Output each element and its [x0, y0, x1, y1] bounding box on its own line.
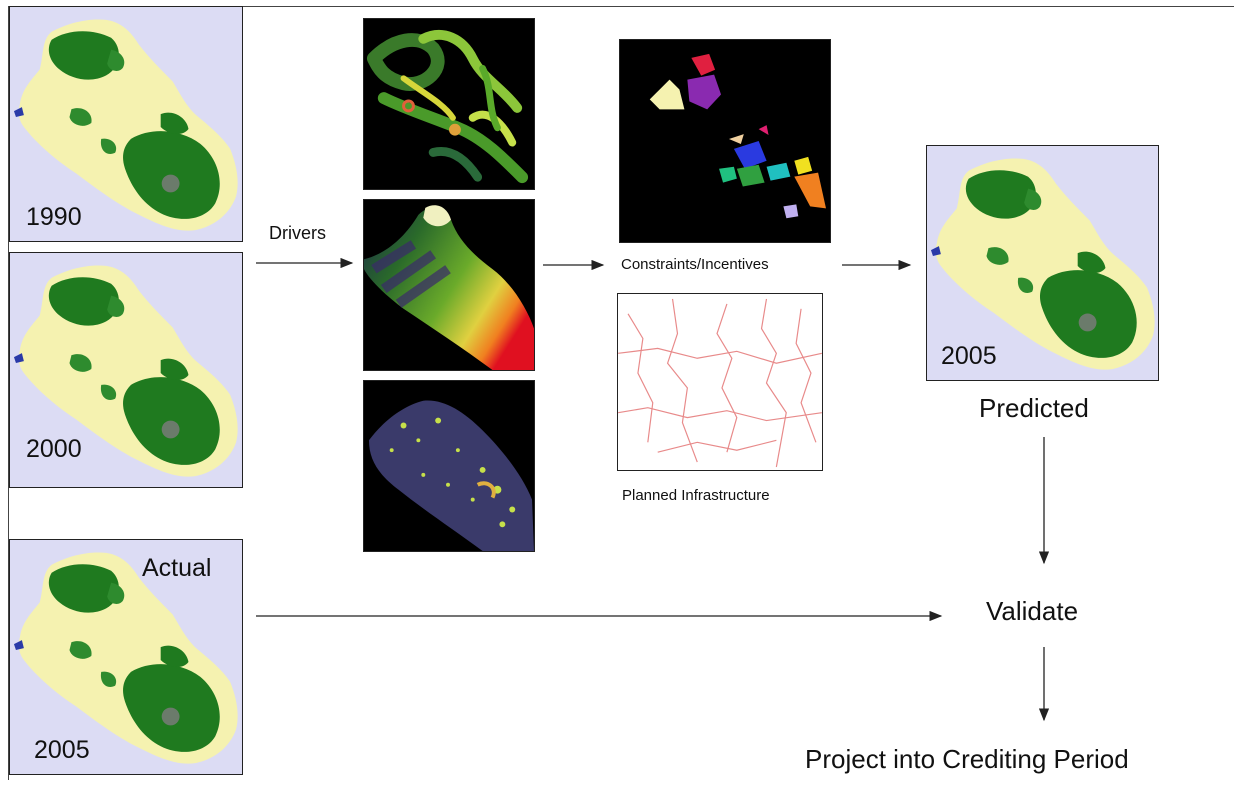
map-1990-panel: 1990	[9, 6, 243, 242]
map-2005-predicted-panel: 2005	[926, 145, 1159, 381]
driver-map-suitability	[363, 380, 535, 552]
predicted-label: Predicted	[979, 393, 1089, 424]
driver-heatmap-suitability	[364, 381, 534, 551]
driver-map-elevation	[363, 199, 535, 371]
map-2005-actual-panel: Actual 2005	[9, 539, 243, 775]
validate-label: Validate	[986, 596, 1078, 627]
constraints-label: Constraints/Incentives	[621, 256, 769, 273]
map-2005-actual-year: 2005	[34, 736, 90, 765]
map-2000-year: 2000	[26, 435, 82, 464]
project-label: Project into Crediting Period	[805, 744, 1129, 775]
infrastructure-label: Planned Infrastructure	[622, 487, 770, 504]
map-2005-actual-tag: Actual	[142, 554, 211, 583]
infrastructure-map	[617, 293, 823, 471]
driver-heatmap-distance	[364, 19, 534, 189]
drivers-label: Drivers	[269, 223, 326, 244]
driver-heatmap-elevation	[364, 200, 534, 370]
map-1990-year: 1990	[26, 203, 82, 232]
constraints-regions	[620, 40, 830, 242]
driver-map-distance	[363, 18, 535, 190]
infrastructure-roads	[618, 294, 822, 470]
constraints-map	[619, 39, 831, 243]
map-2000-panel: 2000	[9, 252, 243, 488]
map-2005-predicted-year: 2005	[941, 342, 997, 371]
